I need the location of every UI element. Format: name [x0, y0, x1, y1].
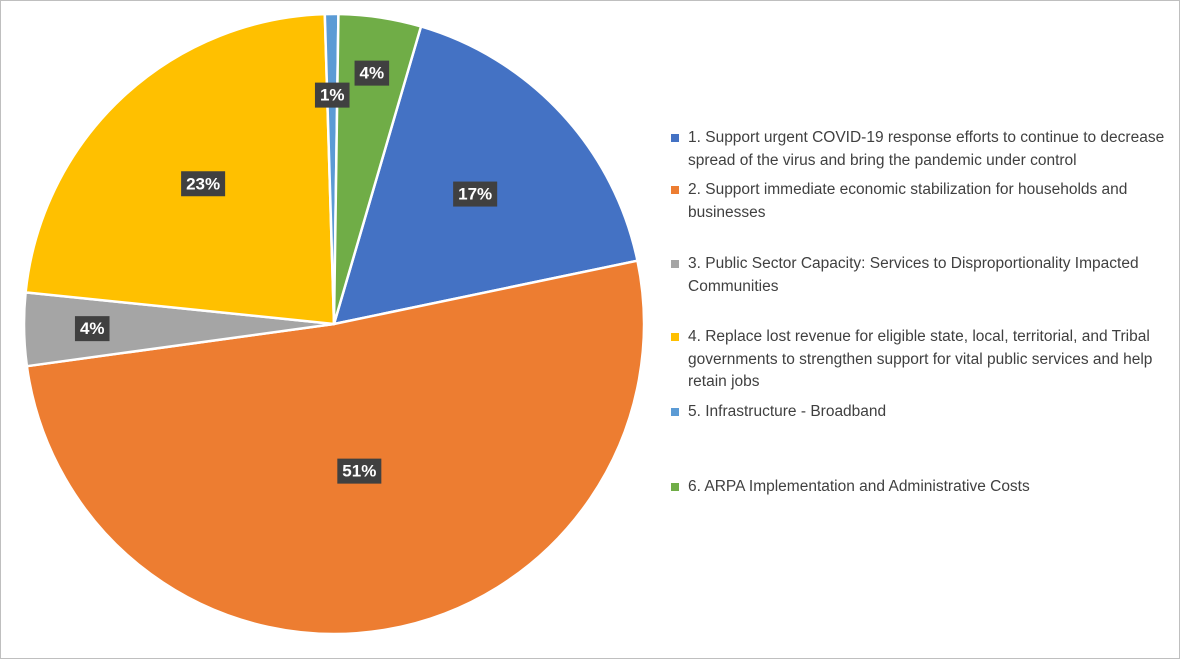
data-label-text-4: 23% [186, 174, 220, 193]
pie-slice-6 [332, 12, 423, 326]
legend-item-5: 5. Infrastructure - Broadband [669, 401, 1169, 424]
data-label-box-6 [354, 60, 390, 86]
legend-item-1: 1. Support urgent COVID-19 response effo… [669, 127, 1169, 172]
legend-label-3: 3. Public Sector Capacity: Services to D… [688, 255, 1139, 295]
data-label-text-1: 17% [458, 185, 492, 204]
legend-item-3: 3. Public Sector Capacity: Services to D… [669, 253, 1169, 298]
legend-item-6: 6. ARPA Implementation and Administrativ… [669, 476, 1169, 499]
data-label-box-2 [337, 458, 382, 484]
data-label-text-3: 4% [80, 319, 105, 338]
data-label-text-2: 51% [342, 462, 376, 481]
data-label-5: 1% [314, 82, 350, 108]
pie-slice-1 [332, 25, 639, 326]
data-label-2: 51% [337, 458, 382, 484]
legend-swatch-1 [671, 134, 679, 142]
data-label-1: 17% [453, 181, 498, 207]
data-label-box-5 [314, 82, 350, 108]
legend-label-2: 2. Support immediate economic stabilizat… [688, 181, 1128, 221]
legend-label-4: 4. Replace lost revenue for eligible sta… [688, 328, 1153, 390]
legend-label-5: 5. Infrastructure - Broadband [688, 402, 887, 420]
legend-swatch-4 [671, 333, 679, 341]
data-label-box-4 [181, 171, 226, 197]
legend-item-4: 4. Replace lost revenue for eligible sta… [669, 326, 1169, 394]
legend-swatch-2 [671, 186, 679, 194]
data-label-text-5: 1% [320, 86, 345, 105]
data-label-box-3 [74, 316, 110, 342]
legend-item-2: 2. Support immediate economic stabilizat… [669, 179, 1169, 224]
legend-label-1: 1. Support urgent COVID-19 response effo… [688, 129, 1165, 169]
legend-swatch-3 [671, 260, 679, 268]
pie-slice-2 [25, 259, 646, 636]
legend-swatch-6 [671, 483, 679, 491]
data-label-box-1 [453, 181, 498, 207]
data-label-text-6: 4% [360, 64, 385, 83]
legend-label-6: 6. ARPA Implementation and Administrativ… [688, 478, 1030, 495]
legend-swatch-5 [671, 407, 679, 416]
pie-slice-4 [24, 12, 336, 326]
data-label-4: 23% [181, 171, 226, 197]
data-label-6: 4% [354, 60, 390, 86]
legend: 1. Support urgent COVID-19 response effo… [669, 127, 1169, 499]
data-label-3: 4% [74, 316, 110, 342]
